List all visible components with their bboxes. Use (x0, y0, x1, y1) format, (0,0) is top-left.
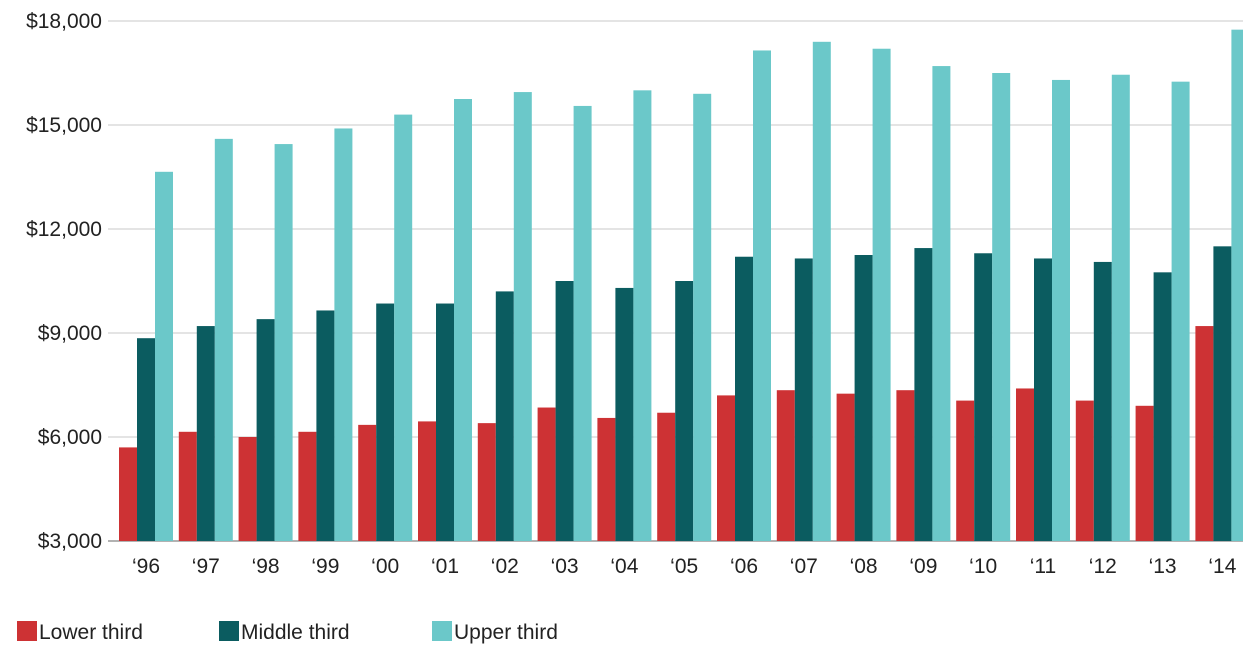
bar-lower-third (657, 412, 676, 541)
bar-middle-third (735, 256, 753, 541)
bar-lower-third (1135, 405, 1154, 541)
legend: Lower third Middle third Upper third (17, 621, 558, 644)
y-tick-label: $15,000 (26, 114, 102, 137)
legend-item-lower-third: Lower third (17, 621, 143, 644)
bar-lower-third (896, 390, 915, 541)
bar-lower-third (358, 424, 377, 541)
legend-label: Upper third (454, 621, 558, 644)
bar-lower-third (418, 421, 436, 541)
x-tick-label: ‘06 (730, 555, 758, 578)
bar-lower-third (1075, 400, 1094, 541)
bar-middle-third (196, 326, 215, 541)
bar-upper-third (334, 128, 353, 541)
bar-lower-third (597, 417, 616, 541)
bar-middle-third (914, 248, 933, 542)
x-tick-label: ‘00 (371, 555, 399, 578)
bar-middle-third (615, 287, 634, 541)
bar-lower-third (836, 393, 855, 541)
x-tick-label: ‘14 (1208, 555, 1236, 578)
bar-upper-third (573, 105, 592, 541)
bar-lower-third (119, 447, 137, 541)
bar-middle-third (974, 253, 993, 541)
x-tick-label: ‘07 (790, 555, 818, 578)
bar-upper-third (513, 92, 532, 542)
bar-lower-third (776, 390, 795, 541)
x-tick-label: ‘02 (491, 555, 519, 578)
legend-swatch (17, 621, 37, 641)
y-tick-label: $6,000 (38, 426, 102, 449)
bar-middle-third (495, 291, 514, 541)
bar-upper-third (633, 90, 652, 541)
bar-lower-third (537, 407, 556, 541)
bar-lower-third (1195, 326, 1214, 541)
bar-upper-third (274, 144, 293, 542)
bar-upper-third (992, 73, 1011, 541)
x-tick-label: ‘10 (969, 555, 997, 578)
x-tick-label: ‘04 (610, 555, 638, 578)
bar-lower-third (956, 400, 975, 541)
bar-middle-third (1213, 246, 1232, 542)
x-tick-label: ‘99 (311, 555, 339, 578)
x-tick-label: ‘05 (670, 555, 698, 578)
bar-lower-third (477, 423, 496, 541)
bar-upper-third (1171, 81, 1190, 542)
bar-upper-third (753, 50, 771, 541)
bar-lower-third (1016, 388, 1034, 541)
x-tick-label: ‘98 (252, 555, 280, 578)
bar-upper-third (693, 93, 712, 542)
bar-lower-third (238, 437, 257, 541)
x-tick-label: ‘96 (132, 555, 160, 578)
legend-swatch (219, 621, 239, 641)
legend-item-middle-third: Middle third (219, 621, 350, 644)
bar-middle-third (256, 319, 275, 541)
x-tick-label: ‘11 (1030, 555, 1056, 578)
bar-upper-third (812, 41, 831, 542)
bar-upper-third (1052, 79, 1070, 541)
bar-upper-third (1111, 74, 1130, 541)
bar-upper-third (394, 114, 413, 541)
bar-lower-third (178, 431, 197, 541)
bar-upper-third (454, 99, 472, 541)
bar-middle-third (1034, 258, 1052, 541)
bar-middle-third (376, 303, 395, 541)
legend-swatch (432, 621, 452, 641)
bar-upper-third (932, 66, 951, 542)
y-tick-label: $3,000 (38, 530, 102, 553)
x-tick-label: ‘12 (1089, 555, 1117, 578)
legend-item-upper-third: Upper third (432, 621, 558, 644)
legend-label: Lower third (39, 621, 143, 644)
x-tick-label: ‘08 (850, 555, 878, 578)
bar-middle-third (675, 281, 694, 541)
x-tick-label: ‘13 (1149, 555, 1177, 578)
x-tick-label: ‘09 (909, 555, 937, 578)
legend-label: Middle third (241, 621, 350, 644)
bar-upper-third (214, 138, 233, 541)
bar-middle-third (1153, 272, 1172, 541)
y-axis-tick-labels: $3,000 $6,000 $9,000 $12,000 $15,000 $18,000 (26, 10, 102, 553)
bar-middle-third (436, 303, 454, 541)
x-axis-tick-labels: ‘96 ‘97 ‘98 ‘99 ‘00 ‘01 ‘02 ‘03 ‘04 ‘05 ‘06 ‘07 ‘08 ‘… (132, 555, 1237, 578)
x-tick-label: ‘97 (192, 555, 220, 578)
bar-middle-third (794, 258, 813, 541)
bar-middle-third (1093, 261, 1112, 541)
x-tick-label: ‘03 (551, 555, 579, 578)
y-tick-label: $12,000 (26, 218, 102, 241)
bar-lower-third (717, 395, 735, 541)
bar-middle-third (316, 310, 335, 541)
bar-upper-third (872, 48, 891, 541)
y-tick-label: $18,000 (26, 10, 102, 33)
bar-middle-third (555, 281, 574, 541)
bars (119, 29, 1243, 542)
bar-middle-third (137, 338, 155, 541)
bar-upper-third (1231, 29, 1243, 542)
x-tick-label: ‘01 (431, 555, 459, 578)
y-tick-label: $9,000 (38, 322, 102, 345)
bar-lower-third (298, 431, 317, 541)
bar-middle-third (854, 255, 873, 541)
bar-upper-third (155, 171, 173, 542)
